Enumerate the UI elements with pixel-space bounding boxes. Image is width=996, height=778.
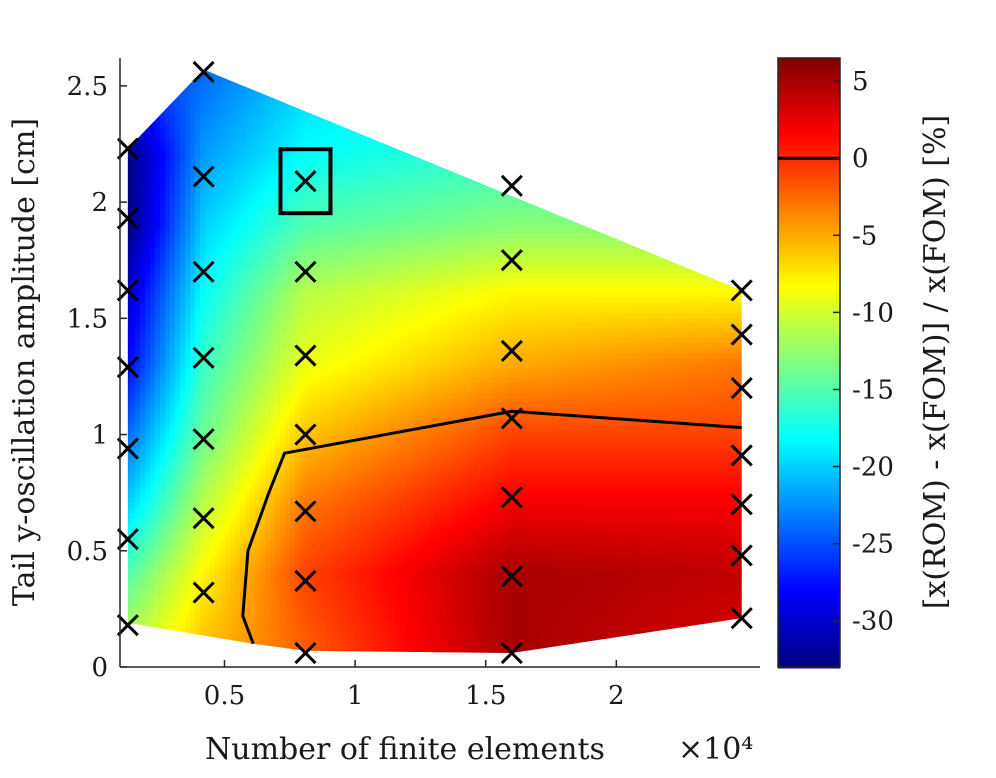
error-heatmap <box>127 69 742 654</box>
x-axis-label: Number of finite elements <box>205 732 605 767</box>
x-tick-label: 2 <box>608 681 625 711</box>
x-tick-label: 1.5 <box>465 681 506 711</box>
sample-marker <box>294 170 317 193</box>
y-tick-label: 0.5 <box>67 537 108 567</box>
plot-area <box>116 60 753 665</box>
zero-contour-line <box>241 409 742 645</box>
sample-marker <box>730 377 753 400</box>
sample-marker <box>500 407 523 430</box>
x-axis-multiplier: ×10⁴ <box>678 732 753 767</box>
sample-marker <box>116 614 139 637</box>
x-tick-label: 0.5 <box>204 681 245 711</box>
y-tick-label: 1.5 <box>67 304 108 334</box>
sample-marker <box>294 569 317 593</box>
sample-markers <box>116 60 753 665</box>
sample-marker <box>500 174 523 197</box>
colorbar-frame <box>777 57 841 668</box>
colorbar-tick-label: -5 <box>852 221 877 251</box>
sample-marker <box>294 641 317 665</box>
sample-marker <box>116 437 139 460</box>
colorbar: 5 0 -5 -10 -15 -20 -25 -30 [x(ROM) - x(FOM)] / … <box>777 57 953 669</box>
sample-marker <box>192 165 215 188</box>
sample-marker <box>500 339 523 362</box>
colorbar-tick-label: 5 <box>852 67 869 97</box>
sample-marker <box>294 260 317 283</box>
colorbar-tick-label: -15 <box>852 375 894 405</box>
sample-marker <box>116 207 139 230</box>
sample-marker <box>294 423 317 446</box>
colorbar-tick-label: -20 <box>852 453 894 483</box>
sample-marker <box>730 544 753 567</box>
y-tick-label: 2.5 <box>67 72 108 102</box>
axes: 0.5 1 1.5 2 0 0.5 1 1.5 2 2.5 <box>67 58 760 711</box>
y-tick-label: 1 <box>91 421 108 451</box>
x-tick-label: 1 <box>347 681 364 711</box>
sample-marker <box>730 279 753 302</box>
sample-marker <box>730 444 753 467</box>
sample-marker <box>730 607 753 630</box>
colorbar-tick-label: -10 <box>852 298 894 328</box>
sample-marker <box>294 500 317 523</box>
sample-marker <box>500 641 523 665</box>
highlighted-sample-box <box>278 147 333 216</box>
sample-marker <box>192 346 215 369</box>
colorbar-label: [x(ROM) - x(FOM)] / x(FOM) [%] <box>918 115 953 609</box>
y-axis-label: Tail y-oscillation amplitude [cm] <box>7 118 42 606</box>
colorbar-tick-label: 0 <box>852 144 869 174</box>
sample-marker <box>192 260 215 283</box>
colorbar-tick-label: -30 <box>852 607 894 637</box>
sample-marker <box>116 528 139 551</box>
sample-marker <box>500 486 523 509</box>
y-tick-label: 2 <box>91 188 108 218</box>
sample-marker <box>730 323 753 346</box>
sample-marker <box>116 356 139 379</box>
sample-marker <box>294 344 317 367</box>
sample-marker <box>192 60 215 84</box>
sample-marker <box>192 507 215 530</box>
y-tick-label: 0 <box>91 653 108 683</box>
sample-marker <box>192 581 215 604</box>
sample-marker <box>116 137 139 160</box>
sample-marker <box>192 428 215 451</box>
sample-marker <box>500 249 523 272</box>
sample-marker <box>116 279 139 302</box>
sample-marker <box>500 565 523 588</box>
sample-marker <box>730 493 753 516</box>
colorbar-tick-label: -25 <box>852 530 894 560</box>
